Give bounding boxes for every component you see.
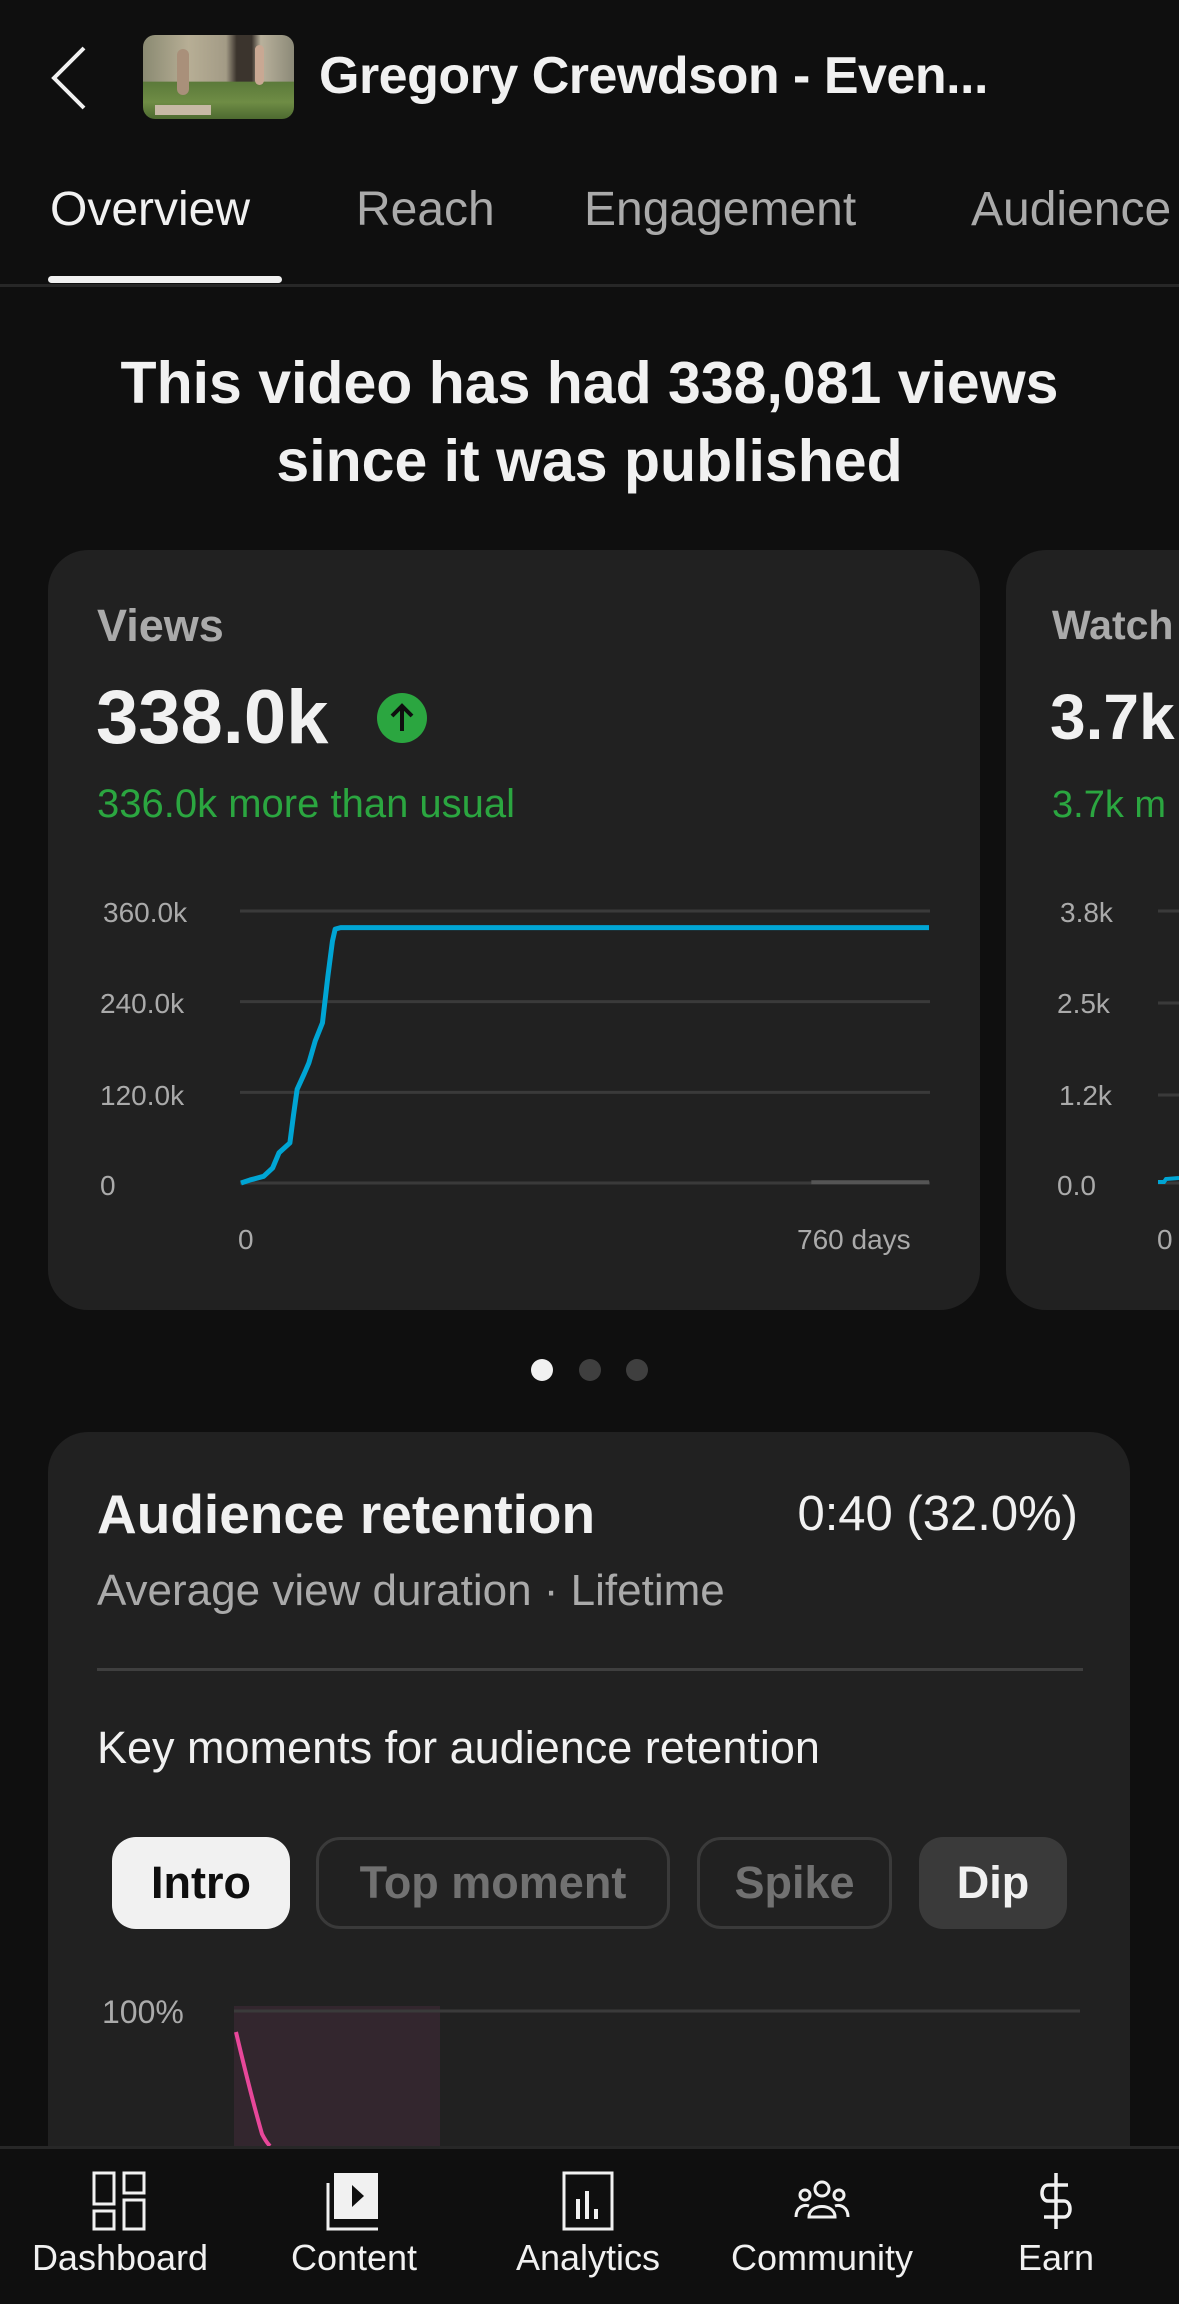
chip-dip[interactable]: Dip	[919, 1837, 1067, 1929]
nav-content[interactable]: Content	[237, 2149, 471, 2304]
arrow-up-circle-icon	[377, 693, 427, 743]
watch-label: Watch	[1052, 602, 1174, 648]
active-tab-indicator	[48, 276, 282, 283]
watch-time-card[interactable]	[1006, 550, 1179, 1310]
views-label: Views	[97, 600, 224, 651]
nav-community[interactable]: Community	[705, 2149, 939, 2304]
key-moments-label: Key moments for audience retention	[97, 1722, 820, 1773]
analytics-icon	[562, 2171, 614, 2231]
retention-value: 0:40 (32.0%)	[797, 1487, 1078, 1541]
retention-subtitle: Average view duration · Lifetime	[97, 1566, 725, 1615]
video-thumbnail[interactable]	[143, 35, 294, 119]
tab-engagement[interactable]: Engagement	[584, 183, 857, 236]
retention-line	[234, 2031, 272, 2146]
watch-series-line	[1158, 1176, 1179, 1184]
x-tick-label: 0	[1157, 1224, 1173, 1255]
y-tick-label: 100%	[102, 1994, 184, 2030]
video-title: Gregory Crewdson - Even...	[319, 47, 988, 105]
nav-label: Earn	[1017, 2237, 1095, 2278]
bottom-navigation: Dashboard Content Analytics Community Ea…	[0, 2146, 1179, 2304]
headline-line-2: since it was published	[276, 428, 903, 494]
nav-label: Analytics	[515, 2237, 661, 2278]
content-icon	[326, 2173, 378, 2231]
nav-label: Dashboard	[31, 2237, 209, 2278]
tab-reach[interactable]: Reach	[356, 183, 495, 236]
divider	[0, 284, 1179, 287]
chip-intro[interactable]: Intro	[112, 1837, 290, 1929]
y-tick-label: 120.0k	[100, 1080, 185, 1111]
back-chevron-icon[interactable]	[48, 44, 92, 112]
tab-audience[interactable]: Audience	[971, 183, 1172, 236]
nav-earn[interactable]: Earn	[939, 2149, 1173, 2304]
tab-overview[interactable]: Overview	[50, 183, 251, 236]
audience-retention-card	[48, 1432, 1130, 2146]
divider	[97, 1668, 1083, 1671]
watch-chart	[1158, 909, 1179, 1185]
headline-line-1: This video has had 338,081 views	[120, 350, 1059, 416]
views-delta: 336.0k more than usual	[97, 782, 516, 826]
chip-spike[interactable]: Spike	[697, 1837, 892, 1929]
views-chart	[240, 909, 930, 1186]
dashboard-icon	[92, 2171, 146, 2231]
nav-analytics[interactable]: Analytics	[471, 2149, 705, 2304]
chip-top-moment[interactable]: Top moment	[316, 1837, 670, 1929]
y-tick-label: 360.0k	[103, 897, 188, 928]
y-tick-label: 240.0k	[100, 988, 185, 1019]
intro-highlight-region	[234, 2006, 440, 2146]
nav-dashboard[interactable]: Dashboard	[3, 2149, 237, 2304]
nav-label: Content	[290, 2237, 418, 2278]
views-series-line	[240, 925, 929, 1186]
carousel-dot-3[interactable]	[626, 1359, 648, 1381]
x-tick-label: 0	[238, 1224, 254, 1255]
carousel-dot-2[interactable]	[579, 1359, 601, 1381]
y-tick-label: 1.2k	[1059, 1080, 1112, 1111]
carousel-dot-1[interactable]	[531, 1359, 553, 1381]
tab-bar: Overview Reach Engagement Audience	[0, 182, 1179, 272]
dollar-icon	[1040, 2173, 1072, 2229]
watch-value: 3.7k	[1050, 681, 1175, 753]
views-headline: This video has had 338,081 views since i…	[0, 344, 1179, 500]
community-icon	[794, 2180, 850, 2219]
y-tick-label: 0.0	[1057, 1170, 1096, 1201]
views-value: 338.0k	[96, 675, 329, 760]
y-tick-label: 2.5k	[1057, 988, 1110, 1019]
nav-label: Community	[730, 2237, 914, 2278]
watch-delta: 3.7k m	[1052, 784, 1167, 826]
x-tick-label: 760 days	[797, 1224, 911, 1255]
y-tick-label: 0	[100, 1170, 116, 1201]
retention-title: Audience retention	[97, 1483, 596, 1545]
retention-chart	[234, 2006, 1080, 2146]
y-tick-label: 3.8k	[1060, 897, 1113, 928]
